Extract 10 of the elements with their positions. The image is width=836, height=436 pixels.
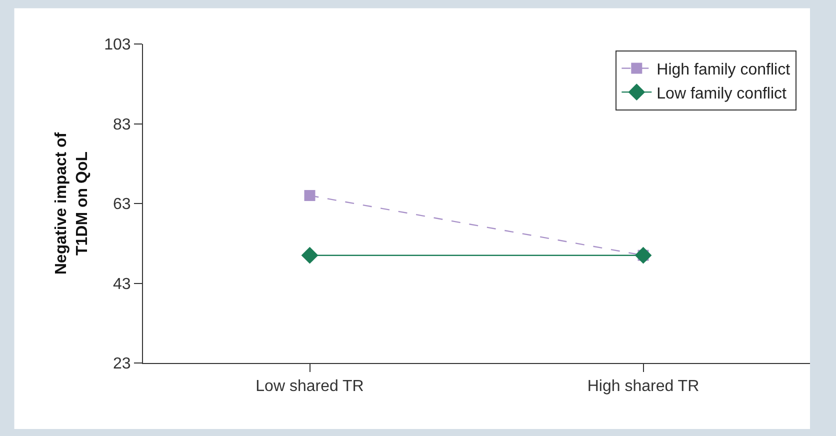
legend-label: High family conflict — [656, 62, 791, 79]
y-tick-label: 63 — [113, 196, 131, 214]
y-tick-label: 23 — [113, 356, 131, 373]
x-tick-label: Low shared TR — [256, 378, 364, 396]
y-tick-label: 103 — [104, 36, 131, 54]
legend-label: Low family conflict — [656, 85, 788, 102]
y-tick-label: 83 — [113, 116, 131, 134]
x-tick-label: High shared TR — [587, 378, 700, 396]
y-tick-label: 43 — [113, 276, 131, 293]
y-axis-title: Negative impact of T1DM on QoL — [53, 132, 91, 275]
